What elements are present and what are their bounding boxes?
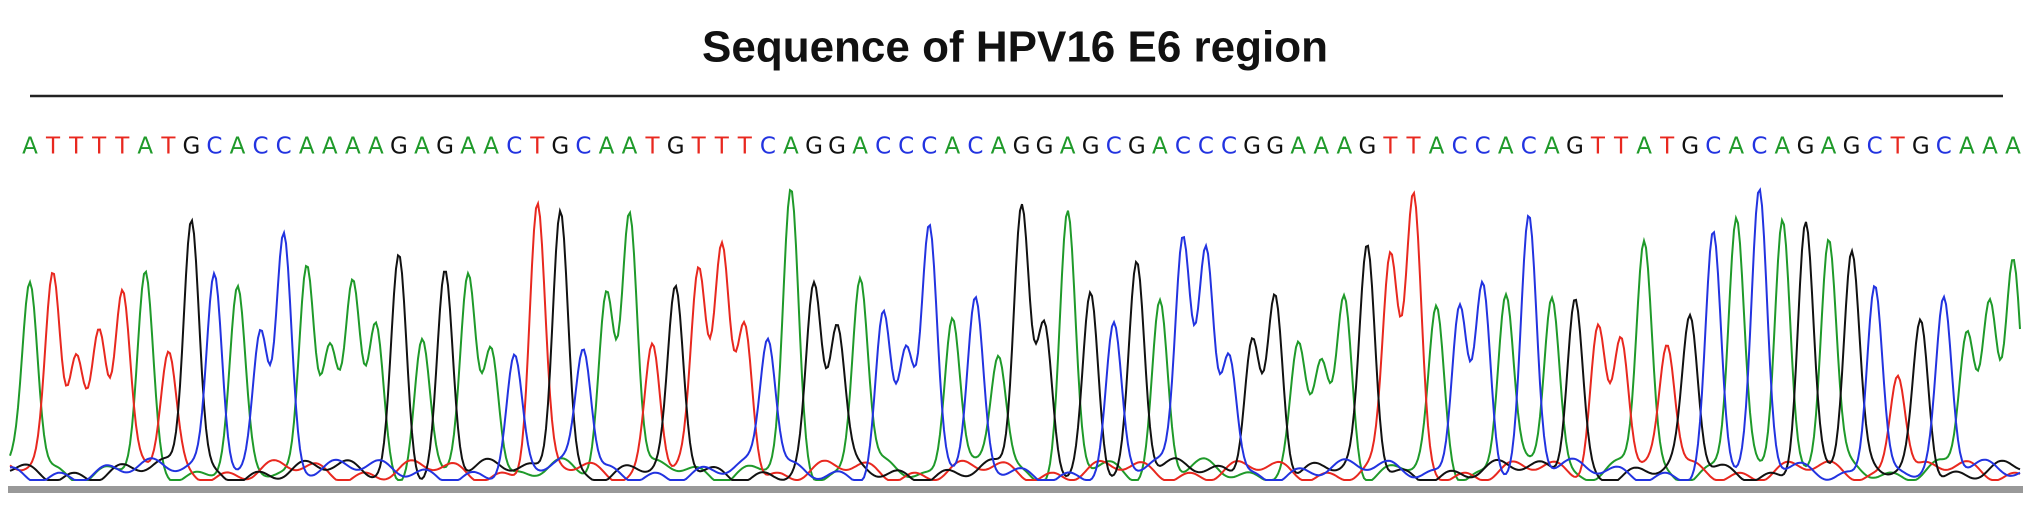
base-call: A [460, 134, 476, 160]
base-call: T [68, 134, 84, 160]
base-call: C [1452, 134, 1468, 160]
base-call: C [206, 134, 222, 160]
base-call: A [483, 134, 499, 160]
base-call: G [1013, 134, 1031, 160]
base-call: G [1128, 134, 1146, 160]
base-call: C [967, 134, 983, 160]
base-call: T [1590, 134, 1606, 160]
base-call: T [1405, 134, 1421, 160]
base-call: A [22, 134, 38, 160]
base-call: G [390, 134, 408, 160]
base-call: A [622, 134, 638, 160]
base-call: C [1751, 134, 1767, 160]
base-call: A [414, 134, 430, 160]
base-call: G [1082, 134, 1100, 160]
base-call: A [1429, 134, 1445, 160]
base-call: C [1106, 134, 1122, 160]
base-call: A [230, 134, 246, 160]
base-call: C [1175, 134, 1191, 160]
base-call: A [1290, 134, 1306, 160]
base-call: G [1566, 134, 1584, 160]
base-call: T [114, 134, 130, 160]
base-call: A [1152, 134, 1168, 160]
base-call: G [1036, 134, 1054, 160]
base-call: A [368, 134, 384, 160]
base-call: G [667, 134, 685, 160]
base-call: A [599, 134, 615, 160]
base-call: C [921, 134, 937, 160]
trace [9, 203, 2021, 481]
base-call: C [1221, 134, 1237, 160]
base-call: A [137, 134, 153, 160]
base-call: G [1266, 134, 1284, 160]
base-call: C [506, 134, 522, 160]
base-call: C [1705, 134, 1721, 160]
base-call: A [1728, 134, 1744, 160]
trace [9, 190, 2021, 481]
base-call: T [529, 134, 545, 160]
base-call: T [1613, 134, 1629, 160]
base-call: A [299, 134, 315, 160]
base-call: T [714, 134, 730, 160]
base-call: C [898, 134, 914, 160]
base-call: T [45, 134, 61, 160]
base-call: A [944, 134, 960, 160]
base-call: T [737, 134, 753, 160]
base-call: G [828, 134, 846, 160]
base-call: T [691, 134, 707, 160]
base-call: A [345, 134, 361, 160]
trace [9, 187, 2021, 481]
base-call: C [1521, 134, 1537, 160]
base-call: C [1867, 134, 1883, 160]
base-call: G [1797, 134, 1815, 160]
base-call: G [436, 134, 454, 160]
base-call: A [852, 134, 868, 160]
base-call: A [1498, 134, 1514, 160]
base-call: C [1936, 134, 1952, 160]
base-call: G [1358, 134, 1376, 160]
base-call: G [805, 134, 823, 160]
base-call: G [1243, 134, 1261, 160]
base-call: A [1060, 134, 1076, 160]
base-call: A [1336, 134, 1352, 160]
base-call: G [1912, 134, 1930, 160]
base-call: A [991, 134, 1007, 160]
base-call: T [1382, 134, 1398, 160]
base-call: A [1959, 134, 1975, 160]
base-call: T [160, 134, 176, 160]
base-call: C [253, 134, 269, 160]
base-call: T [1659, 134, 1675, 160]
base-call: A [1775, 134, 1791, 160]
base-call: A [783, 134, 799, 160]
base-call: G [1843, 134, 1861, 160]
base-call: A [322, 134, 338, 160]
base-call: C [1475, 134, 1491, 160]
base-call: T [1890, 134, 1906, 160]
base-call: A [1544, 134, 1560, 160]
base-call: C [575, 134, 591, 160]
base-call: G [1681, 134, 1699, 160]
base-call: T [645, 134, 661, 160]
base-call: G [551, 134, 569, 160]
base-call: A [1821, 134, 1837, 160]
base-call: C [1198, 134, 1214, 160]
base-call: A [1313, 134, 1329, 160]
base-call: A [1636, 134, 1652, 160]
base-call: C [875, 134, 891, 160]
base-call: A [1982, 134, 1998, 160]
baseline-bar [8, 486, 2023, 493]
trace [9, 188, 2021, 481]
base-call: G [182, 134, 200, 160]
base-call: C [760, 134, 776, 160]
base-call: C [276, 134, 292, 160]
title: Sequence of HPV16 E6 region [702, 23, 1328, 72]
base-call: T [91, 134, 107, 160]
base-call: A [2005, 134, 2021, 160]
